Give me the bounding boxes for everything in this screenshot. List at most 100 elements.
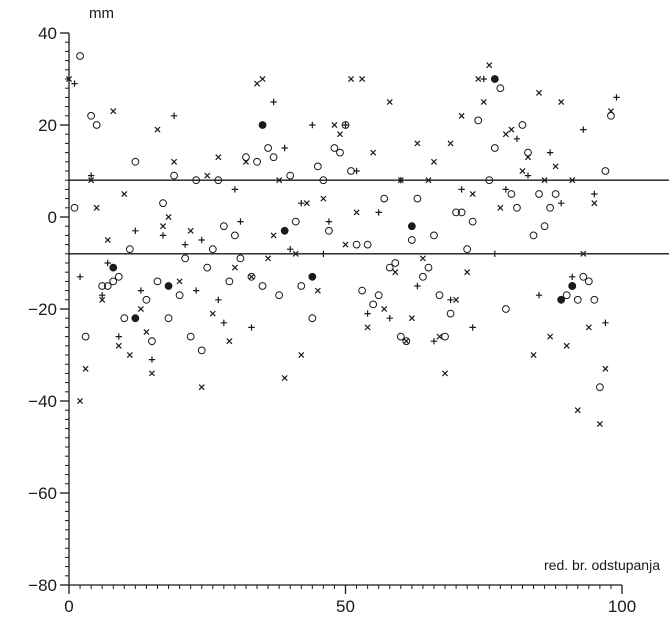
data-point-plus	[447, 296, 454, 303]
data-point-cross	[148, 370, 155, 377]
data-point-cross	[381, 305, 388, 313]
data-point-open-circle	[231, 231, 239, 240]
data-point-open-circle	[186, 332, 195, 341]
data-point-open-circle	[291, 217, 300, 226]
data-point-open-circle	[407, 236, 416, 244]
data-point-cross	[596, 420, 603, 428]
data-point-cross	[486, 62, 493, 69]
data-point-plus	[397, 177, 404, 184]
data-point-open-circle	[579, 272, 588, 281]
data-point-open-circle	[219, 222, 228, 231]
data-point-plus	[137, 287, 145, 294]
data-point-cross	[541, 177, 548, 184]
data-point-plus	[298, 200, 305, 207]
data-point-plus	[580, 126, 587, 133]
data-point-plus	[342, 121, 349, 129]
data-point-plus	[602, 319, 609, 326]
data-point-open-circle	[159, 199, 167, 208]
data-point-cross	[370, 149, 377, 156]
data-point-cross	[552, 163, 559, 170]
data-point-cross	[386, 98, 393, 106]
data-point-open-circle	[524, 148, 532, 157]
data-point-open-circle	[203, 263, 212, 272]
data-point-plus	[132, 227, 139, 234]
data-point-open-circle	[358, 286, 366, 295]
data-point-open-circle	[490, 144, 499, 152]
data-point-open-circle	[573, 295, 582, 304]
data-point-filled-circle	[407, 222, 416, 231]
data-point-plus	[480, 75, 487, 83]
data-point-plus	[281, 144, 288, 152]
data-point-cross	[563, 342, 570, 349]
data-point-plus	[469, 324, 476, 331]
data-point-cross	[209, 310, 216, 317]
data-point-filled-circle	[131, 314, 140, 323]
data-point-filled-circle	[490, 75, 499, 83]
data-point-plus	[71, 80, 78, 87]
data-point-cross	[126, 351, 133, 359]
data-point-plus	[87, 172, 95, 179]
data-point-plus	[259, 121, 266, 129]
data-point-cross	[99, 296, 106, 303]
data-point-open-circle	[313, 162, 322, 171]
data-point-plus	[270, 98, 277, 106]
data-point-filled-circle	[164, 282, 173, 290]
data-point-plus	[237, 218, 244, 225]
data-point-open-circle	[590, 295, 599, 304]
y-tick-label: 40	[38, 24, 57, 43]
data-point-cross	[259, 75, 266, 83]
data-point-open-circle	[131, 157, 140, 166]
data-point-open-circle	[485, 176, 494, 185]
data-point-open-circle	[513, 203, 521, 212]
data-point-open-circle	[92, 121, 101, 129]
data-point-cross	[475, 75, 482, 83]
data-point-open-circle	[396, 332, 405, 341]
data-point-cross	[292, 250, 299, 257]
data-point-cross	[419, 255, 426, 262]
data-point-open-circle	[81, 332, 90, 341]
data-point-plus	[502, 186, 510, 193]
data-point-open-circle	[225, 277, 234, 286]
data-point-plus	[430, 338, 438, 345]
data-point-plus	[76, 273, 84, 280]
x-tick-label: 0	[64, 597, 73, 616]
data-point-open-circle	[535, 190, 543, 198]
data-point-open-circle	[76, 52, 84, 60]
data-point-cross	[436, 333, 443, 340]
data-point-open-circle	[192, 176, 201, 185]
data-point-open-circle	[507, 190, 516, 198]
data-point-open-circle	[336, 148, 344, 157]
data-point-plus	[458, 186, 465, 193]
data-point-cross	[248, 273, 255, 280]
data-point-open-circle	[474, 116, 483, 125]
data-point-plus	[414, 282, 421, 290]
data-point-open-circle	[319, 176, 328, 185]
data-point-open-circle	[518, 121, 527, 129]
data-point-cross	[530, 351, 537, 359]
data-point-plus	[557, 200, 565, 207]
data-point-open-circle	[341, 121, 350, 129]
data-point-cross	[336, 131, 343, 138]
data-point-cross	[458, 112, 465, 119]
data-point-plus	[231, 186, 239, 193]
data-point-open-circle	[380, 194, 389, 203]
data-point-plus	[98, 292, 106, 299]
data-point-cross	[547, 333, 554, 340]
data-point-open-circle	[402, 337, 411, 346]
data-point-cross	[276, 177, 283, 184]
data-point-cross	[154, 126, 161, 133]
data-point-cross	[442, 370, 449, 377]
data-point-cross	[508, 126, 515, 133]
data-point-open-circle	[430, 231, 438, 240]
data-point-plus	[309, 121, 316, 129]
data-point-cross	[281, 374, 288, 382]
data-point-open-circle	[236, 254, 245, 263]
data-point-open-circle	[468, 217, 477, 226]
data-point-filled-circle	[109, 263, 118, 272]
data-point-open-circle	[70, 203, 79, 212]
data-point-open-circle	[247, 272, 256, 281]
data-point-filled-circle	[280, 226, 289, 235]
data-point-cross	[453, 296, 460, 303]
data-point-open-circle	[197, 346, 206, 355]
data-point-open-circle	[607, 111, 615, 120]
